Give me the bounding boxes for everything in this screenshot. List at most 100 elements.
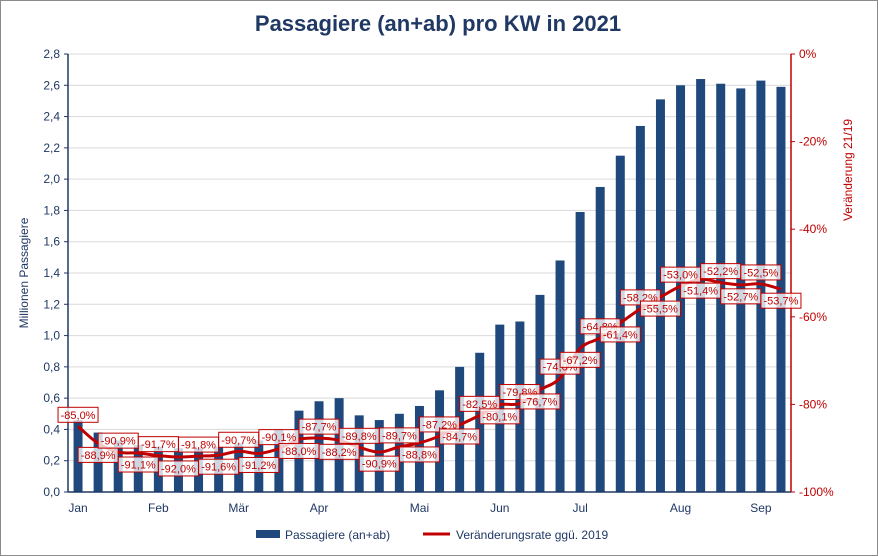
data-label-text: -88,9% <box>81 450 116 462</box>
data-label: -52,5% <box>740 264 782 281</box>
data-label-text: -55,5% <box>643 304 678 316</box>
data-label: -89,7% <box>378 427 420 444</box>
data-label-text: -87,7% <box>302 422 337 434</box>
data-label: -84,7% <box>439 428 481 445</box>
data-label-text: -52,7% <box>723 291 758 303</box>
data-label-box <box>439 428 481 445</box>
data-label: -52,7% <box>720 288 762 305</box>
x-tick-label: Jul <box>572 501 587 515</box>
data-label-text: -91,8% <box>181 440 216 452</box>
data-label-box <box>559 351 601 368</box>
legend-bar-label: Passagiere (an+ab) <box>285 528 390 542</box>
data-label: -85,0% <box>57 406 99 423</box>
data-label-text: -84,7% <box>442 431 477 443</box>
data-label-text: -52,5% <box>743 267 778 279</box>
y2-tick-label: -100% <box>799 485 834 499</box>
change-rate-line <box>77 277 782 459</box>
data-label: -88,0% <box>278 442 320 459</box>
data-labels: -85,0% -88,9% -90,9% -91,1% -91,7% -92,0% -91,… <box>57 263 802 477</box>
legend-bar-swatch <box>256 530 280 538</box>
y2-tick-label: -60% <box>799 310 827 324</box>
data-label: -55,5% <box>639 300 681 317</box>
y-tick-label: 1,0 <box>43 329 60 343</box>
data-label: -76,7% <box>519 393 561 410</box>
y-tick-label: 1,6 <box>43 235 60 249</box>
data-label-text: -89,8% <box>342 431 377 443</box>
data-label-text: -88,2% <box>322 447 357 459</box>
data-label-box <box>57 406 99 423</box>
axes: 0,0 0,2 0,4 0,6 0,8 1,0 1,2 1,4 1,6 1,8 2,0 2,2 2,4 2… <box>43 47 834 515</box>
legend: Passagiere (an+ab) Veränderungsrate ggü.… <box>256 528 608 542</box>
data-label-text: -91,7% <box>141 439 176 451</box>
data-label-box <box>398 446 440 463</box>
data-label-text: -90,7% <box>221 435 256 447</box>
data-label-box <box>298 418 340 435</box>
data-label: -90,9% <box>97 432 139 449</box>
x-tick-label: Aug <box>670 501 691 515</box>
data-label-text: -61,4% <box>603 329 638 341</box>
data-label-text: -76,7% <box>523 396 558 408</box>
data-label: -91,1% <box>117 456 159 473</box>
data-label: -88,2% <box>318 443 360 460</box>
data-label-text: -52,2% <box>703 266 738 278</box>
y-tick-label: 0,8 <box>43 360 60 374</box>
y-tick-label: 1,2 <box>43 297 60 311</box>
y2-tick-label: 0% <box>799 47 817 61</box>
y-tick-label: 2,0 <box>43 172 60 186</box>
data-label: -90,7% <box>218 431 260 448</box>
data-label-box <box>639 300 681 317</box>
data-label: -53,7% <box>760 292 802 309</box>
data-label-text: -67,2% <box>563 355 598 367</box>
data-label: -92,0% <box>157 460 199 477</box>
data-label: -52,2% <box>700 263 742 280</box>
y-tick-label: 2,2 <box>43 141 60 155</box>
y2-tick-label: -20% <box>799 135 827 149</box>
x-tick-label: Sep <box>750 501 772 515</box>
x-tick-label: Mai <box>410 501 429 515</box>
data-label-text: -89,7% <box>382 430 417 442</box>
data-label-text: -88,0% <box>282 446 317 458</box>
data-label-text: -82,5% <box>462 399 497 411</box>
chart-title: Passagiere (an+ab) pro KW in 2021 <box>255 11 621 36</box>
data-label-text: -91,2% <box>241 460 276 472</box>
y-tick-label: 2,4 <box>43 110 60 124</box>
y2-axis-label: Veränderung 21/19 <box>841 119 855 221</box>
data-label: -91,6% <box>198 458 240 475</box>
data-label-text: -80,1% <box>482 411 517 423</box>
bar <box>756 80 766 492</box>
y2-tick-label: -80% <box>799 397 827 411</box>
data-label: -90,9% <box>358 455 400 472</box>
data-label: -61,4% <box>599 326 641 343</box>
data-label-text: -90,1% <box>261 432 296 444</box>
data-label-text: -91,6% <box>201 462 236 474</box>
data-label-box <box>318 443 360 460</box>
data-label: -67,2% <box>559 351 601 368</box>
data-label: -88,9% <box>77 446 119 463</box>
y-tick-label: 1,8 <box>43 203 60 217</box>
data-label: -87,2% <box>419 416 461 433</box>
data-label-text: -90,9% <box>362 459 397 471</box>
y-tick-label: 0,4 <box>43 422 60 436</box>
data-label-box <box>378 427 420 444</box>
data-label-text: -90,9% <box>101 436 136 448</box>
data-label-box <box>740 264 782 281</box>
data-label-box <box>519 393 561 410</box>
data-label: -88,8% <box>398 446 440 463</box>
data-label-box <box>358 455 400 472</box>
data-label-text: -88,8% <box>402 449 437 461</box>
data-label: -53,0% <box>660 266 702 283</box>
x-tick-label: Mär <box>228 501 249 515</box>
data-label: -51,4% <box>680 282 722 299</box>
data-label-text: -85,0% <box>61 410 96 422</box>
y-tick-label: 1,4 <box>43 266 60 280</box>
x-tick-label: Apr <box>310 501 329 515</box>
data-label: -91,2% <box>238 456 280 473</box>
x-tick-label: Jan <box>68 501 87 515</box>
y-tick-label: 2,6 <box>43 78 60 92</box>
data-label-box <box>599 326 641 343</box>
line-series <box>77 277 782 459</box>
x-tick-label: Jun <box>490 501 509 515</box>
data-label-text: -91,1% <box>121 460 156 472</box>
data-label-text: -92,0% <box>161 463 196 475</box>
